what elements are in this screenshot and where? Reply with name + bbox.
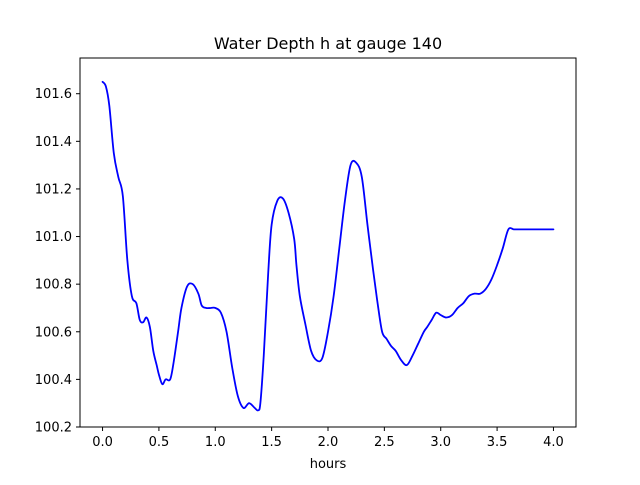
y-tick-label: 100.6: [35, 325, 72, 340]
x-tick-label: 1.5: [261, 435, 282, 450]
y-tick-label: 101.4: [35, 135, 72, 150]
x-axis-ticks: 0.0 0.5 1.0 1.5 2.0 2.5 3.0 3.5 4.0: [92, 427, 564, 450]
chart-title: Water Depth h at gauge 140: [214, 34, 442, 53]
y-axis-ticks: 100.2 100.4 100.6 100.8 101.0 101.2 101.4 101.6: [35, 87, 80, 436]
y-tick-label: 101.0: [35, 230, 72, 245]
x-axis-label: hours: [310, 457, 347, 472]
x-tick-label: 3.0: [430, 435, 451, 450]
x-tick-label: 2.0: [318, 435, 339, 450]
plot-area: [101, 80, 555, 412]
x-tick-label: 0.0: [92, 435, 113, 450]
x-tick-label: 2.5: [374, 435, 395, 450]
x-tick-label: 1.0: [205, 435, 226, 450]
series-line-0: [101, 80, 555, 412]
y-tick-label: 100.4: [35, 373, 72, 388]
x-tick-label: 4.0: [543, 435, 564, 450]
y-tick-label: 101.2: [35, 182, 72, 197]
y-tick-label: 101.6: [35, 87, 72, 102]
y-tick-label: 100.8: [35, 278, 72, 293]
x-tick-label: 3.5: [487, 435, 508, 450]
x-tick-label: 0.5: [149, 435, 170, 450]
y-tick-label: 100.2: [35, 421, 72, 436]
